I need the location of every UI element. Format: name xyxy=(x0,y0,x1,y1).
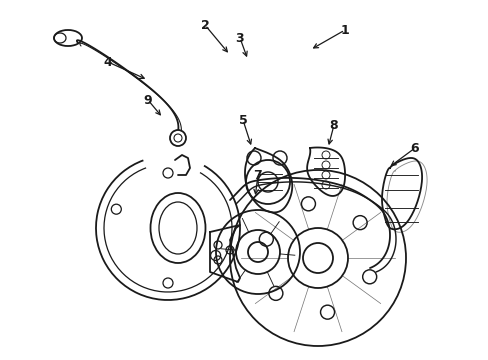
Text: 1: 1 xyxy=(340,23,348,36)
Text: 5: 5 xyxy=(238,113,247,126)
Text: 6: 6 xyxy=(410,141,418,154)
Text: 3: 3 xyxy=(235,32,244,45)
Text: 7: 7 xyxy=(253,168,262,181)
Text: 8: 8 xyxy=(329,118,338,131)
Text: 9: 9 xyxy=(143,94,152,107)
Text: 2: 2 xyxy=(200,18,209,32)
Circle shape xyxy=(170,130,185,146)
Text: 4: 4 xyxy=(103,55,112,68)
